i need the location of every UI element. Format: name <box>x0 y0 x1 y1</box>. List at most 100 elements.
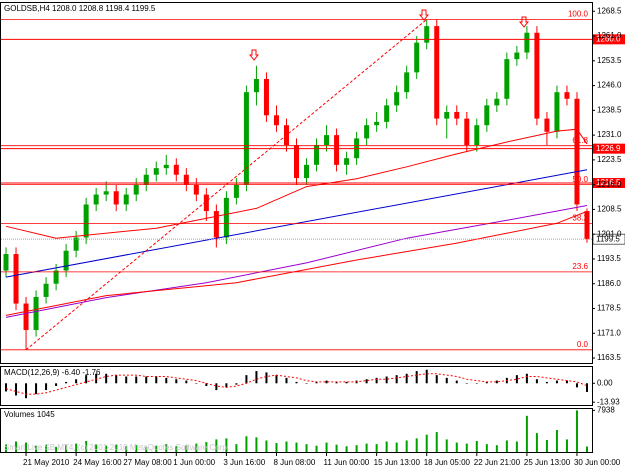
candle-body <box>123 194 129 205</box>
macd-bar <box>265 372 268 384</box>
candle-body <box>434 26 440 119</box>
volume-bar <box>115 444 118 452</box>
macd-bar <box>475 383 478 384</box>
volume-bar <box>195 443 198 452</box>
macd-bar <box>465 383 468 384</box>
macd-bar <box>25 383 28 399</box>
volume-bar <box>285 441 288 452</box>
level-box <box>593 143 625 154</box>
macd-bar <box>435 375 438 384</box>
candle-body <box>183 174 189 185</box>
volume-bar <box>125 446 128 452</box>
volume-bar <box>175 446 178 452</box>
y-tick-label: 7938 <box>597 405 615 414</box>
candle-body <box>374 121 380 126</box>
level-box <box>593 178 625 188</box>
macd-bar <box>365 379 368 384</box>
y-tick-label: 1171.0 <box>597 328 621 337</box>
candle-body <box>514 52 520 60</box>
x-tick-label: 1 Jun 00:00 <box>173 458 215 467</box>
candle-body <box>93 194 99 205</box>
macd-bar <box>325 380 328 384</box>
volume-bar <box>345 446 348 452</box>
macd-bar <box>255 371 258 384</box>
volume-bar <box>75 443 78 452</box>
candle-body <box>13 254 19 304</box>
y-tick-label: 1268.5 <box>597 6 622 15</box>
fractal-arrow <box>248 49 260 61</box>
macd-bar <box>65 381 68 384</box>
volume-bar <box>445 439 448 452</box>
macd-bar <box>5 383 8 392</box>
fib-label: 38.2 <box>572 214 588 223</box>
volume-bar <box>365 443 368 452</box>
macd-signal <box>5 373 588 395</box>
volume-bar <box>45 444 48 452</box>
volume-bar <box>215 439 218 452</box>
candle-body <box>33 296 39 330</box>
volume-bar <box>545 439 548 452</box>
candle-body <box>534 32 540 119</box>
y-tick-label: 1231.0 <box>597 130 622 139</box>
overlay-line <box>5 205 588 318</box>
macd-bar <box>575 383 578 388</box>
macd-bar <box>45 383 48 391</box>
candle-body <box>73 237 79 251</box>
x-tick-label: 8 Jun 08:00 <box>273 458 315 467</box>
volume-bar <box>25 442 28 452</box>
watermark: Smart Live SB MT4, (c) 2001-2010 MetaQuo… <box>4 443 229 452</box>
volume-bar <box>535 433 538 452</box>
macd-bar <box>385 376 388 384</box>
candle-body <box>173 164 179 175</box>
fib-label: 23.6 <box>572 262 588 271</box>
macd-bar <box>335 381 338 384</box>
y-tick-label: 1246.0 <box>597 81 622 90</box>
candle-body <box>474 125 480 146</box>
x-tick-label: 11 Jun 00:00 <box>324 458 370 467</box>
candle-body <box>464 118 470 146</box>
candle-body <box>324 135 330 146</box>
macd-bar <box>285 377 288 384</box>
candle-body <box>233 184 239 198</box>
macd-bar <box>115 375 118 384</box>
volume-bar <box>485 444 488 452</box>
volume-bar <box>505 440 508 452</box>
x-tick-label: 15 Jun 13:00 <box>374 458 421 467</box>
volume-bar <box>475 440 478 452</box>
macd-bar <box>15 383 18 396</box>
candle-body <box>384 105 390 122</box>
candle-body <box>404 72 410 93</box>
overlay-line <box>5 128 588 239</box>
volume-bar <box>315 445 318 452</box>
volume-bar <box>255 437 258 452</box>
x-tick-label: 22 Jun 21:00 <box>474 458 521 467</box>
macd-bar <box>525 373 528 384</box>
macd-bar <box>35 383 38 395</box>
candle-body <box>43 283 49 297</box>
overlay-line <box>25 19 428 351</box>
x-tick-label: 24 May 16:00 <box>73 458 122 467</box>
macd-bar <box>245 375 248 384</box>
y-tick-label: 0.00 <box>597 378 613 387</box>
y-tick-label: 1216.0 <box>597 180 622 189</box>
bid-box <box>592 233 625 245</box>
volume-bar <box>495 445 498 452</box>
volume-bar <box>425 434 428 452</box>
y-tick-label: 1193.5 <box>597 254 621 263</box>
x-tick-label: 21 May 2010 <box>23 458 70 467</box>
volume-bar <box>555 429 558 452</box>
macd-bar <box>445 377 448 384</box>
volume-bar <box>385 441 388 452</box>
candle-body <box>213 211 219 238</box>
candle-body <box>3 254 9 271</box>
macd-bar <box>105 373 108 384</box>
volume-bar <box>565 439 568 452</box>
volume-bar <box>265 440 268 452</box>
macd-bar <box>545 381 548 384</box>
macd-bar <box>215 383 218 391</box>
volume-bar <box>105 445 108 452</box>
panel-title: MACD(12,26,9) -6.40 -1.76 <box>4 368 101 377</box>
volume-bar <box>235 444 238 452</box>
